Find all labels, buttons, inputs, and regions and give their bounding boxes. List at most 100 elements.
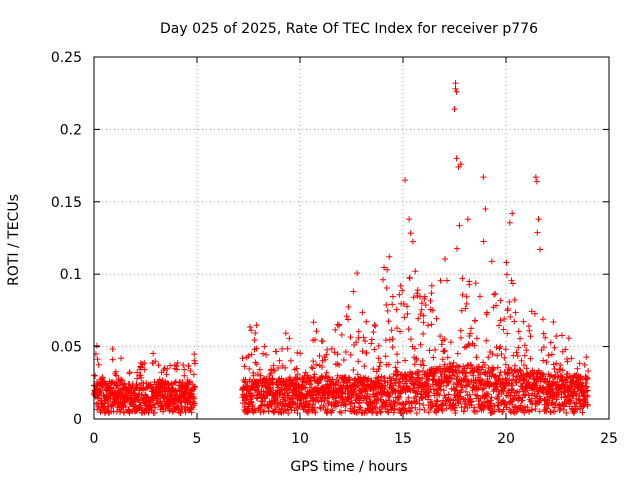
data-point [501,315,508,322]
data-point [466,342,473,349]
data-point [413,393,420,400]
data-point [461,344,468,351]
data-point [509,377,516,384]
data-point [453,88,460,95]
data-point [324,405,331,412]
data-point [109,356,116,363]
data-point [459,291,466,298]
data-point [360,334,367,341]
data-point [510,373,517,380]
data-point [471,342,478,349]
data-point [491,408,498,415]
data-point [313,328,320,335]
data-point [466,333,473,340]
data-point [553,396,560,403]
data-point [310,319,317,326]
data-points [90,80,592,417]
data-point [515,344,522,351]
data-point [415,374,422,381]
data-point [266,384,273,391]
data-point [283,376,290,383]
data-point [414,390,421,397]
data-point [573,399,580,406]
x-tick-label: 5 [193,431,202,447]
data-point [348,394,355,401]
data-point [375,342,382,349]
data-point [413,399,420,406]
data-point [101,400,108,407]
data-point [519,380,526,387]
data-point [485,354,492,361]
data-point [370,366,377,373]
data-point [474,335,481,342]
data-point [309,365,316,372]
data-point [458,307,465,314]
data-point [134,369,141,376]
data-point [397,378,404,385]
data-point [504,305,511,312]
data-point [410,294,417,301]
data-point [448,375,455,382]
data-point [322,356,329,363]
x-tick-label: 0 [90,431,99,447]
data-point [521,342,528,349]
data-point [334,351,341,358]
data-point [375,355,382,362]
data-point [507,408,514,415]
data-point [415,371,422,378]
data-point [402,177,409,184]
data-point [372,382,379,389]
data-point [247,398,254,405]
data-point [460,407,467,414]
y-tick-label: 0.1 [60,267,82,283]
data-point [271,399,278,406]
data-point [418,300,425,307]
data-point [359,348,366,355]
data-point [559,367,566,374]
data-point [420,319,427,326]
data-point [537,246,544,253]
data-point [509,280,516,287]
data-point [323,351,330,358]
data-point [250,369,257,376]
data-point [564,358,571,365]
data-point [549,399,556,406]
data-point [441,348,448,355]
data-point [363,318,370,325]
data-point [348,400,355,407]
data-point [118,355,125,362]
data-point [584,402,591,409]
data-point [523,365,530,372]
data-point [444,354,451,361]
data-point [544,405,551,412]
data-point [351,403,358,410]
data-point [509,210,516,217]
data-point [372,404,379,411]
data-point [257,372,264,379]
data-point [355,328,362,335]
data-point [382,382,389,389]
data-point [370,399,377,406]
data-point [441,336,448,343]
data-point [503,404,510,411]
data-point [439,407,446,414]
y-tick-label: 0 [73,412,82,428]
data-point [411,361,418,368]
data-point [489,366,496,373]
data-point [345,303,352,310]
data-point [503,259,510,266]
data-point [472,317,479,324]
data-point [249,393,256,400]
data-point [390,409,397,416]
data-point [479,378,486,385]
data-point [95,403,102,410]
data-point [445,379,452,386]
data-point [191,360,198,367]
data-point [502,361,509,368]
data-point [105,398,112,405]
data-point [508,277,515,284]
data-point [483,309,490,316]
data-point [340,356,347,363]
data-point [479,386,486,393]
